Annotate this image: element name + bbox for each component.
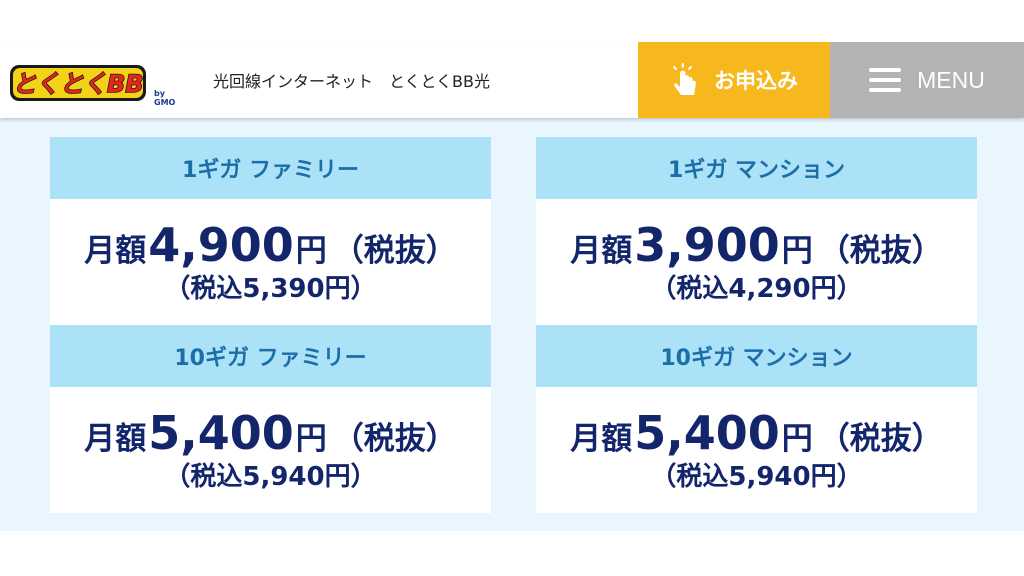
tap-hand-icon (670, 63, 700, 97)
price-unit: 円 (781, 421, 813, 457)
price-tax-note: （税抜） (332, 421, 457, 457)
plan-card-price: 月額 5,400 円 （税抜） （税込5,940円） (536, 387, 977, 513)
plan-card-title: 10ギガ マンション (536, 325, 977, 387)
price-tax-note: （税抜） (818, 421, 943, 457)
price-prefix: 月額 (84, 233, 147, 269)
site-header: とくとくBB by GMO 光回線インターネット とくとくBB光 お申込み ME… (0, 42, 1024, 118)
price-amount: 4,900 (148, 218, 294, 272)
plan-pricing-section: 1ギガ ファミリー 月額 4,900 円 （税抜） （税込5,390円） 1ギガ… (0, 118, 1024, 531)
price-amount: 5,400 (634, 406, 780, 460)
plan-card-price: 月額 3,900 円 （税抜） （税込4,290円） (536, 199, 977, 325)
price-prefix: 月額 (84, 421, 147, 457)
menu-icon (869, 68, 902, 92)
price-unit: 円 (295, 421, 327, 457)
bottom-margin (0, 531, 1024, 576)
price-tax-note: （税抜） (332, 233, 457, 269)
price-tax-included: （税込5,940円） (164, 462, 377, 492)
apply-button[interactable]: お申込み (638, 42, 830, 118)
logo-graphic: とくとくBB (10, 65, 146, 101)
price-amount: 5,400 (148, 406, 294, 460)
apply-button-label: お申込み (714, 69, 798, 93)
plan-card-1g-mansion: 1ギガ マンション 月額 3,900 円 （税抜） （税込4,290円） (536, 137, 977, 325)
logo-byline: by GMO (154, 89, 176, 107)
price-prefix: 月額 (570, 233, 633, 269)
svg-text:とくとくBB: とくとくBB (12, 70, 143, 98)
site-logo[interactable]: とくとくBB by GMO (8, 62, 188, 107)
price-tax-included: （税込5,390円） (164, 274, 377, 304)
plan-card-title: 10ギガ ファミリー (50, 325, 491, 387)
price-unit: 円 (295, 233, 327, 269)
plan-card-title: 1ギガ ファミリー (50, 137, 491, 199)
menu-button[interactable]: MENU (830, 42, 1024, 118)
plan-card-price: 月額 5,400 円 （税抜） （税込5,940円） (50, 387, 491, 513)
price-unit: 円 (781, 233, 813, 269)
price-prefix: 月額 (570, 421, 633, 457)
plan-card-1g-family: 1ギガ ファミリー 月額 4,900 円 （税抜） （税込5,390円） (50, 137, 491, 325)
price-tax-note: （税抜） (818, 233, 943, 269)
plan-card-title: 1ギガ マンション (536, 137, 977, 199)
plan-card-10g-mansion: 10ギガ マンション 月額 5,400 円 （税抜） （税込5,940円） (536, 325, 977, 513)
plan-card-10g-family: 10ギガ ファミリー 月額 5,400 円 （税抜） （税込5,940円） (50, 325, 491, 513)
price-amount: 3,900 (634, 218, 780, 272)
price-tax-included: （税込5,940円） (650, 462, 863, 492)
menu-button-label: MENU (917, 66, 985, 93)
price-tax-included: （税込4,290円） (650, 274, 863, 304)
site-tagline: 光回線インターネット とくとくBB光 (213, 72, 490, 91)
plan-card-price: 月額 4,900 円 （税抜） （税込5,390円） (50, 199, 491, 325)
